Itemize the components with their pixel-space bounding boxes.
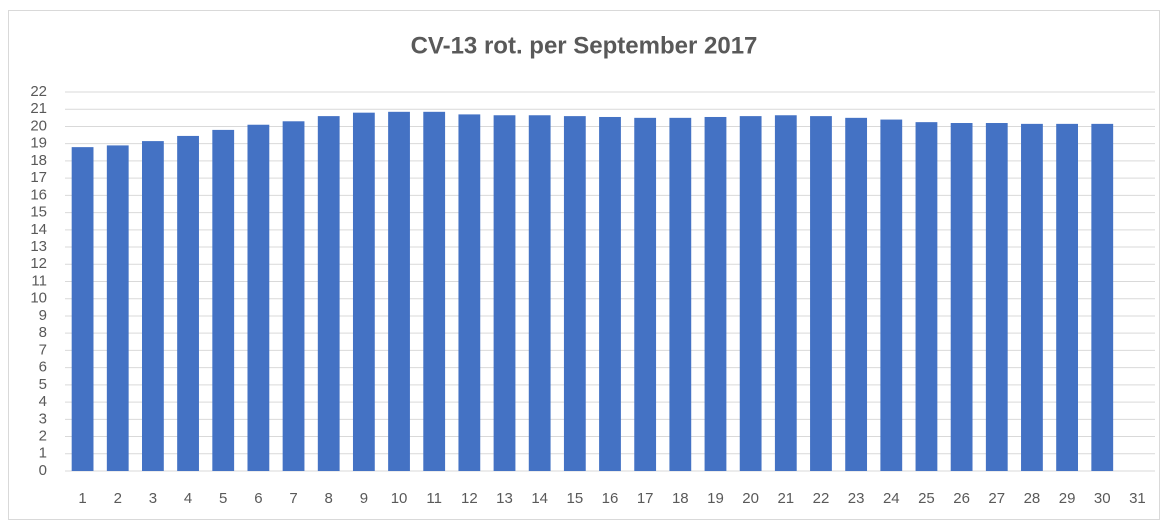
bar — [71, 147, 94, 472]
y-tick-label: 18 — [30, 152, 47, 169]
bar — [950, 123, 973, 471]
bar — [845, 117, 868, 471]
bar — [142, 141, 164, 472]
x-tick-label: 8 — [325, 490, 333, 507]
y-tick-label: 20 — [30, 117, 47, 134]
y-tick-label: 15 — [30, 204, 47, 221]
y-tick-label: 0 — [39, 462, 47, 479]
x-tick-label: 18 — [672, 490, 689, 507]
y-tick-label: 11 — [31, 272, 47, 289]
y-tick-label: 9 — [39, 307, 47, 324]
x-tick-label: 28 — [1024, 490, 1041, 507]
x-tick-label: 7 — [289, 490, 297, 507]
bar — [247, 124, 270, 472]
y-tick-label: 5 — [39, 376, 47, 393]
x-tick-label: 3 — [149, 490, 157, 507]
bar — [880, 119, 903, 472]
bar — [423, 111, 446, 471]
chart-title: CV-13 rot. per September 2017 — [411, 32, 758, 59]
x-tick-label: 11 — [426, 490, 442, 507]
bar — [634, 117, 657, 471]
x-tick-label: 30 — [1094, 490, 1111, 507]
x-tick-label: 23 — [848, 490, 865, 507]
x-tick-label: 13 — [496, 490, 513, 507]
bar — [106, 145, 129, 471]
x-tick-label: 2 — [114, 490, 122, 507]
bar — [177, 135, 199, 471]
y-tick-label: 14 — [30, 221, 47, 238]
bar — [915, 122, 938, 471]
y-tick-label: 2 — [39, 428, 47, 445]
x-tick-label: 10 — [391, 490, 408, 507]
bar — [458, 114, 481, 472]
y-tick-label: 16 — [30, 186, 47, 203]
x-tick-label: 26 — [953, 490, 970, 507]
bar — [212, 129, 235, 471]
bar — [1091, 123, 1114, 471]
x-tick-label: 12 — [461, 490, 478, 507]
x-tick-label: 6 — [254, 490, 262, 507]
bar — [599, 116, 621, 471]
x-tick-label: 22 — [813, 490, 830, 507]
y-tick-label: 10 — [30, 290, 47, 307]
bar — [352, 112, 375, 471]
bar — [493, 115, 516, 471]
x-tick-label: 17 — [637, 490, 654, 507]
y-tick-label: 7 — [39, 341, 47, 358]
y-tick-label: 1 — [39, 445, 47, 462]
x-tick-label: 20 — [742, 490, 759, 507]
bar — [388, 111, 410, 471]
bar — [704, 116, 727, 471]
x-tick-label: 31 — [1129, 490, 1146, 507]
y-tick-label: 6 — [39, 359, 47, 376]
x-tick-label: 19 — [707, 490, 724, 507]
x-tick-label: 21 — [777, 490, 794, 507]
x-tick-label: 29 — [1059, 490, 1076, 507]
bar — [563, 116, 586, 472]
bar — [317, 116, 340, 472]
x-tick-label: 9 — [360, 490, 368, 507]
y-tick-label: 19 — [30, 135, 47, 152]
bar — [739, 116, 762, 472]
x-tick-label: 14 — [531, 490, 548, 507]
x-tick-label: 16 — [602, 490, 619, 507]
bar — [1056, 123, 1078, 471]
y-tick-label: 4 — [39, 393, 47, 410]
x-tick-label: 25 — [918, 490, 935, 507]
bar — [1021, 123, 1043, 471]
x-tick-label: 15 — [566, 490, 583, 507]
y-tick-label: 3 — [39, 410, 47, 427]
y-tick-label: 12 — [30, 255, 47, 272]
bar — [528, 115, 551, 471]
bar — [985, 123, 1008, 471]
x-tick-label: 27 — [988, 490, 1005, 507]
x-tick-label: 24 — [883, 490, 900, 507]
y-tick-label: 22 — [30, 83, 47, 100]
x-tick-label: 5 — [219, 490, 227, 507]
y-tick-label: 21 — [30, 100, 47, 117]
bar — [669, 117, 692, 471]
x-tick-label: 4 — [184, 490, 192, 507]
x-tick-label: 1 — [78, 490, 86, 507]
y-tick-label: 13 — [30, 238, 47, 255]
bar — [774, 115, 797, 471]
bar — [810, 116, 832, 472]
y-tick-label: 17 — [30, 169, 47, 186]
bar — [282, 121, 305, 471]
y-tick-label: 8 — [39, 324, 47, 341]
